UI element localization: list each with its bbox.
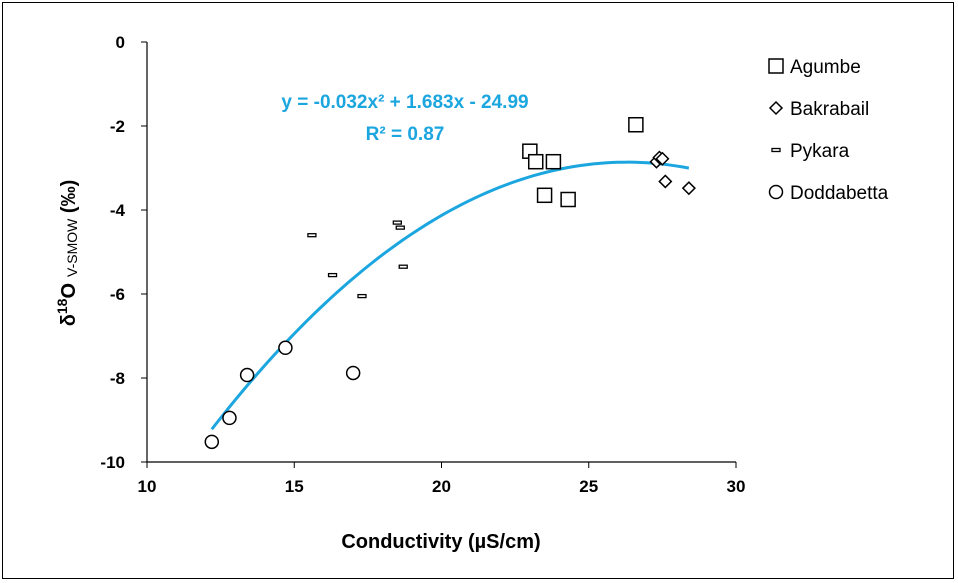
tick-labels: 10 15 20 25 30 0 -2 -4 -6 -8 -10: [100, 33, 745, 496]
agumbe-point: [628, 116, 644, 133]
pykara-point: [398, 264, 408, 269]
bakrabail-point: [681, 181, 696, 196]
bakrabail-point: [658, 174, 673, 189]
x-tick-label: 10: [138, 477, 157, 496]
pykara-point: [307, 233, 317, 238]
doddabetta-point: [345, 365, 361, 381]
legend-marker-pykara: [771, 147, 781, 153]
doddabetta-point: [222, 410, 237, 426]
trendline-equation: y = -0.032x² + 1.683x - 24.99: [281, 92, 528, 113]
agumbe-point: [527, 153, 544, 170]
y-title-superscript: 18: [54, 298, 70, 314]
doddabetta-point: [278, 340, 293, 356]
legend-marker-bakrabail: [768, 100, 784, 116]
agumbe-point: [545, 153, 562, 170]
agumbe-point: [536, 187, 553, 204]
y-tick-label: -4: [110, 201, 126, 220]
y-title-subscript: V-SMOW: [64, 218, 80, 277]
data-points: [204, 116, 696, 450]
legend-label-pykara: Pykara: [790, 141, 850, 162]
x-tick-label: 30: [727, 477, 746, 496]
y-title-unit: (‰): [58, 180, 80, 219]
pykara-point: [392, 220, 402, 225]
trendline-curve: [210, 160, 690, 431]
doddabetta-point: [239, 367, 255, 383]
axes: [141, 41, 737, 468]
y-tick-label: -6: [110, 285, 125, 304]
legend-marker-agumbe: [768, 58, 784, 74]
x-tick-label: 15: [285, 477, 304, 496]
bakrabail-point: [655, 151, 670, 166]
x-tick-label: 20: [432, 477, 451, 496]
pykara-point: [327, 272, 338, 278]
legend: Agumbe Bakrabail Pykara Doddabetta: [768, 57, 889, 204]
legend-label-agumbe: Agumbe: [790, 57, 861, 78]
y-tick-label: -2: [110, 117, 125, 136]
x-axis-title: Conductivity (µS/cm): [341, 531, 540, 553]
legend-label-bakrabail: Bakrabail: [790, 99, 869, 120]
x-tick-label: 25: [579, 477, 598, 496]
doddabetta-point: [204, 434, 220, 450]
y-tick-label: -10: [100, 453, 125, 472]
pykara-point: [395, 225, 405, 230]
y-tick-label: 0: [116, 33, 125, 52]
y-axis-title: δ18O V-SMOW (‰): [54, 180, 80, 327]
trendline-r2: R² = 0.87: [366, 124, 445, 145]
y-title-delta: δ: [58, 314, 80, 326]
legend-marker-doddabetta: [768, 184, 784, 200]
pykara-point: [357, 293, 367, 299]
agumbe-point: [560, 191, 576, 208]
trendline-group: [210, 160, 690, 431]
legend-label-doddabetta: Doddabetta: [790, 183, 889, 204]
y-tick-label: -8: [110, 369, 125, 388]
y-title-o: O: [58, 283, 80, 299]
